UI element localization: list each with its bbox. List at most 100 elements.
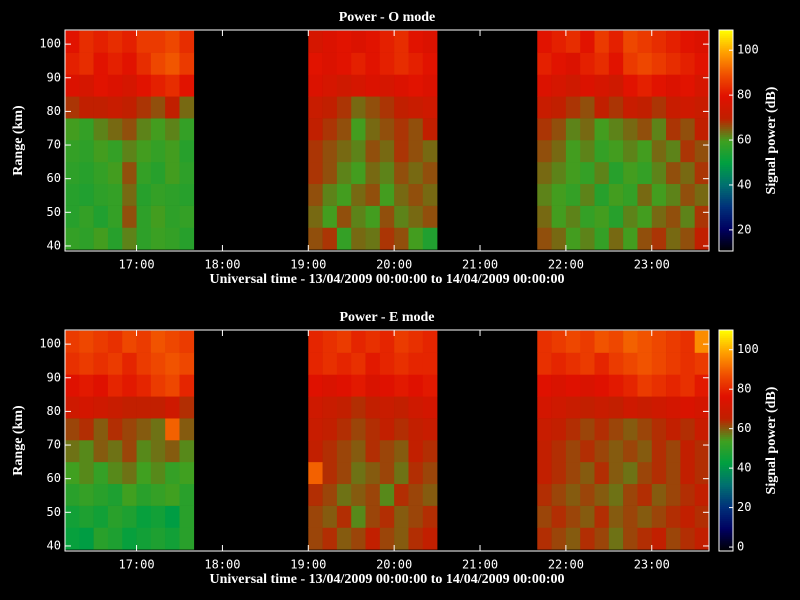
heatmap-cell — [580, 461, 595, 485]
heatmap-cell — [351, 396, 366, 419]
heatmap-cell — [65, 183, 80, 206]
colorbar-slice — [719, 532, 733, 536]
heatmap-cell — [150, 139, 166, 163]
heatmap-cell — [79, 74, 94, 97]
heatmap-cell — [580, 439, 595, 463]
colorbar-tick-label: 100 — [737, 43, 759, 57]
heatmap-cell — [565, 461, 581, 485]
heatmap-cell — [322, 527, 338, 550]
heatmap-cell — [322, 74, 338, 97]
heatmap-cell — [65, 96, 80, 119]
colorbar-slice — [719, 544, 733, 548]
heatmap-cell — [136, 30, 152, 53]
cells — [65, 330, 709, 550]
heatmap-cell — [336, 139, 352, 163]
colorbar-slice — [719, 68, 733, 71]
heatmap-cell — [365, 439, 381, 463]
heatmap-cell — [651, 352, 667, 375]
heatmap-cell — [179, 439, 195, 463]
heatmap-cell — [666, 374, 681, 397]
heatmap-cell — [680, 227, 695, 250]
heatmap-cell — [394, 96, 409, 119]
heatmap-cell — [93, 330, 109, 353]
colorbar-label: Signal power (dB) — [764, 386, 779, 494]
heatmap-cell — [165, 374, 180, 397]
heatmap-cell — [537, 74, 552, 97]
colorbar-slice — [719, 516, 733, 520]
colorbar-slice — [719, 332, 733, 335]
heatmap-cell — [580, 418, 595, 441]
colorbar-slice — [719, 214, 733, 218]
heatmap-cell — [580, 505, 595, 528]
heatmap-cell — [623, 374, 638, 397]
colorbar-tick-label: 100 — [737, 342, 759, 356]
heatmap-cell — [122, 439, 137, 463]
heatmap-cell — [637, 205, 653, 228]
heatmap-cell — [365, 374, 381, 397]
chart-title: Power - E mode — [340, 310, 435, 325]
heatmap-cell — [150, 183, 166, 206]
heatmap-cell — [165, 396, 180, 419]
heatmap-cell — [580, 205, 595, 228]
heatmap-cell — [336, 374, 352, 397]
heatmap-cell — [666, 330, 681, 353]
x-tick-label: 17:00 — [118, 558, 154, 572]
heatmap-cell — [79, 374, 94, 397]
heatmap-cell — [637, 439, 653, 463]
heatmap-cell — [666, 396, 681, 419]
colorbar-slice — [719, 422, 733, 425]
heatmap-cell — [322, 461, 338, 485]
heatmap-cell — [680, 118, 695, 141]
colorbar-slice — [719, 462, 733, 466]
colorbar-slice — [719, 456, 733, 459]
heatmap-cell — [537, 183, 552, 206]
colorbar-slice — [719, 48, 733, 51]
heatmap-cell — [79, 418, 94, 441]
heatmap-cell — [322, 139, 338, 163]
heatmap-cell — [379, 183, 395, 206]
colorbar-slice — [719, 452, 733, 455]
heatmap-cell — [651, 205, 667, 228]
heatmap-cell — [422, 205, 438, 228]
heatmap-cell — [551, 74, 567, 97]
heatmap-cell — [379, 330, 395, 353]
heatmap-cell — [93, 418, 109, 441]
colorbar-slice — [719, 178, 733, 182]
heatmap-cell — [637, 330, 653, 353]
heatmap-cell — [394, 161, 409, 185]
heatmap-cell — [351, 74, 366, 97]
heatmap-cell — [651, 30, 667, 53]
heatmap-cell — [336, 52, 352, 75]
heatmap-cell — [565, 505, 581, 528]
colorbar-slice — [719, 166, 733, 170]
x-tick-label: 18:00 — [204, 258, 240, 272]
heatmap-cell — [351, 483, 366, 506]
colorbar-slice — [719, 416, 733, 419]
colorbar-slice — [719, 42, 733, 45]
colorbar-slice — [719, 184, 733, 188]
panel: 17:00 18:00 19:00 20:00 21:00 22:00 23:00 40 50 6… — [11, 10, 779, 287]
heatmap-cell — [65, 396, 80, 419]
cells — [65, 30, 709, 250]
heatmap-cell — [608, 30, 624, 53]
x-axis-label: Universal time - 13/04/2009 00:00:00 to … — [209, 572, 564, 587]
colorbar-slice — [719, 84, 733, 87]
heatmap-cell — [136, 439, 152, 463]
heatmap-cell — [351, 183, 366, 206]
heatmap-cell — [165, 227, 180, 250]
colorbar-slice — [719, 512, 733, 516]
heatmap-cell — [551, 205, 567, 228]
heatmap-cell — [179, 227, 195, 250]
heatmap-cell — [136, 161, 152, 185]
heatmap-cell — [408, 96, 424, 119]
heatmap-cell — [336, 161, 352, 185]
heatmap-cell — [136, 374, 152, 397]
heatmap-cell — [379, 461, 395, 485]
colorbar-slice — [719, 120, 733, 123]
heatmap-cell — [336, 330, 352, 353]
x-tick-label: 22:00 — [548, 558, 584, 572]
colorbar-slice — [719, 412, 733, 415]
heatmap-cell — [107, 118, 123, 141]
heatmap-cell — [336, 30, 352, 53]
y-tick-label: 80 — [47, 404, 61, 418]
